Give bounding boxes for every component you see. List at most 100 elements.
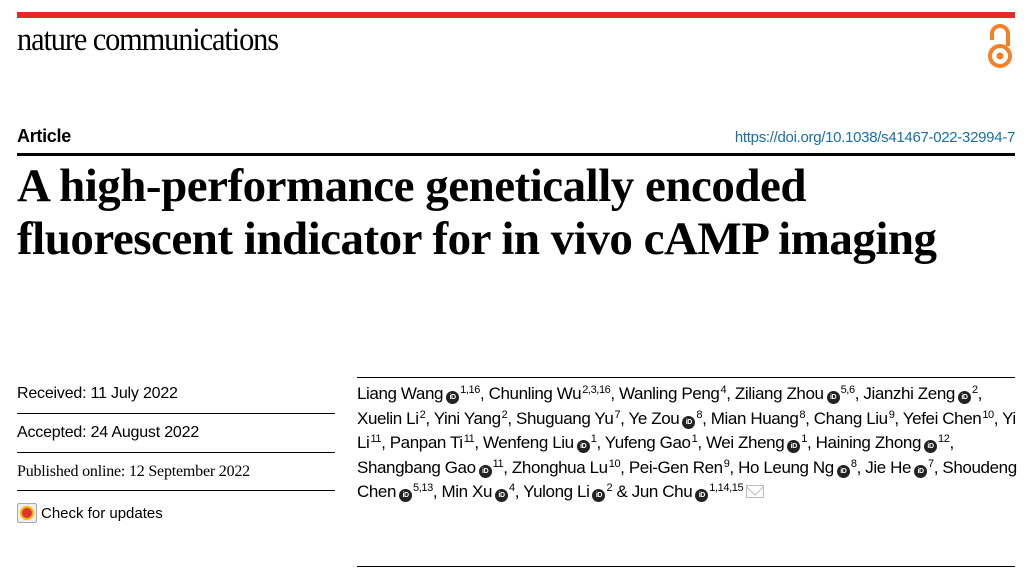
orcid-icon[interactable]: iD — [836, 464, 850, 478]
author-name[interactable]: Ho Leung Ng — [738, 457, 834, 477]
author: Shoudeng Chen iD5,13 — [357, 458, 1017, 502]
author-name[interactable]: Yulong Li — [523, 482, 590, 501]
author-name[interactable]: Pei-Gen Ren — [628, 457, 723, 477]
orcid-icon[interactable]: iD — [914, 464, 928, 478]
author: Yulong Li iD2 — [523, 482, 613, 502]
divider — [17, 413, 335, 414]
author: Jianzhi Zeng iD2 — [863, 384, 978, 404]
open-access-icon — [988, 24, 1012, 68]
author-name[interactable]: Wenfeng Liu — [482, 433, 574, 452]
author: Zhonghua Lu10 — [511, 457, 621, 477]
author-name[interactable]: Yi Li — [357, 408, 1016, 453]
author: Jie He iD7 — [865, 457, 934, 478]
orcid-icon[interactable]: iD — [957, 391, 971, 404]
affiliation-superscript: 8 — [850, 457, 857, 470]
author-name[interactable]: Shangbang Gao — [357, 457, 476, 477]
journal-name: nature communications — [17, 22, 279, 58]
author: Shuguang Yu7 — [516, 408, 621, 428]
author-name[interactable]: Mian Huang — [710, 408, 799, 428]
email-icon[interactable] — [746, 485, 765, 498]
orcid-icon[interactable]: iD — [787, 440, 801, 453]
author: Chunling Wu2,3,16 — [489, 384, 611, 403]
author-name[interactable]: Ye Zou — [628, 408, 680, 428]
author: Yufeng Gao1 — [605, 433, 698, 452]
author-name[interactable]: Yini Yang — [433, 408, 501, 428]
affiliation-superscript: 5,6 — [840, 384, 855, 396]
affiliation-superscript: 1 — [691, 433, 698, 445]
author: Xuelin Li2 — [357, 408, 426, 428]
author: Yi Li11 — [357, 409, 1016, 453]
accepted-date: Accepted: 24 August 2022 — [17, 424, 200, 441]
author-name[interactable]: Ziliang Zhou — [734, 384, 824, 403]
author: Ziliang Zhou iD5,6 — [734, 384, 855, 404]
affiliation-superscript: 2 — [501, 408, 508, 421]
orcid-icon[interactable]: iD — [592, 489, 606, 502]
author: Wei Zheng iD1 — [705, 433, 807, 453]
affiliation-superscript: 8 — [696, 408, 703, 421]
check-for-updates-label: Check for updates — [41, 504, 163, 522]
author-name[interactable]: Haining Zhong — [815, 433, 922, 452]
doi-link[interactable]: https://doi.org/10.1038/s41467-022-32994… — [734, 129, 1015, 146]
author-name[interactable]: Chang Liu — [813, 408, 888, 428]
author: Wanling Peng4 — [619, 384, 727, 403]
author-name[interactable]: Yefei Chen — [902, 408, 982, 428]
author-name[interactable]: Shoudeng Chen — [357, 457, 1017, 502]
affiliation-superscript: 4 — [720, 384, 727, 396]
author: Liang Wang iD1,16 — [357, 384, 480, 404]
author-name[interactable]: Liang Wang — [357, 384, 444, 403]
affiliation-superscript: 1,14,15 — [709, 482, 744, 494]
crossmark-icon — [17, 503, 37, 523]
orcid-icon[interactable]: iD — [695, 489, 709, 502]
check-for-updates-button[interactable]: Check for updates — [17, 503, 163, 523]
author-name[interactable]: Shuguang Yu — [516, 408, 614, 428]
author: Shangbang Gao iD11 — [357, 457, 504, 478]
divider — [357, 566, 1015, 567]
affiliation-superscript: 11 — [370, 433, 382, 445]
author-name[interactable]: Wanling Peng — [619, 384, 720, 403]
orcid-icon[interactable]: iD — [576, 440, 590, 453]
affiliation-superscript: 7 — [928, 457, 934, 470]
divider — [17, 490, 335, 491]
affiliation-superscript: 11 — [492, 457, 504, 470]
orcid-icon[interactable]: iD — [478, 464, 492, 478]
author-name[interactable]: Chunling Wu — [488, 384, 582, 403]
orcid-icon[interactable]: iD — [495, 489, 509, 502]
author-name[interactable]: Jianzhi Zeng — [863, 384, 955, 403]
orcid-icon[interactable]: iD — [446, 391, 460, 404]
author: Ye Zou iD8 — [628, 408, 703, 429]
affiliation-superscript: 10 — [982, 408, 994, 421]
affiliation-superscript: 11 — [463, 433, 475, 445]
author: Yini Yang2 — [434, 409, 508, 428]
author-name[interactable]: Jun Chu — [631, 482, 693, 501]
affiliation-superscript: 1 — [801, 433, 807, 445]
author: Pei-Gen Ren9 — [629, 458, 730, 477]
orcid-icon[interactable]: iD — [399, 489, 413, 502]
author-name[interactable]: Min Xu — [441, 482, 493, 501]
orcid-icon[interactable]: iD — [924, 440, 938, 453]
affiliation-superscript: 5,13 — [413, 482, 433, 494]
author: Mian Huang8 — [710, 408, 806, 428]
divider — [357, 377, 1015, 378]
author: Ho Leung Ng iD8 — [738, 457, 857, 478]
author-name[interactable]: Wei Zheng — [705, 433, 785, 452]
published-date: Published online: 12 September 2022 — [17, 463, 250, 480]
author-name[interactable]: Xuelin Li — [357, 408, 419, 428]
author: Min Xu iD4 — [441, 482, 515, 502]
received-date: Received: 11 July 2022 — [17, 385, 178, 402]
orcid-icon[interactable]: iD — [682, 415, 696, 429]
author: Wenfeng Liu iD1 — [482, 433, 597, 453]
author-name[interactable]: Zhonghua Lu — [511, 457, 608, 477]
author-name[interactable]: Panpan Ti — [389, 433, 463, 452]
affiliation-superscript: 1 — [590, 433, 597, 445]
affiliation-superscript: 2 — [971, 384, 978, 396]
affiliation-superscript: 8 — [799, 408, 806, 421]
article-title: A high-performance genetically encoded f… — [17, 160, 937, 265]
affiliation-superscript: 2,3,16 — [582, 384, 611, 396]
journal-accent-bar — [17, 12, 1015, 18]
author: Haining Zhong iD12 — [815, 433, 950, 453]
affiliation-superscript: 7 — [614, 408, 621, 421]
author: Chang Liu9 — [814, 409, 895, 428]
author-name[interactable]: Yufeng Gao — [604, 433, 691, 452]
author-name[interactable]: Jie He — [865, 457, 912, 477]
orcid-icon[interactable]: iD — [826, 391, 840, 404]
